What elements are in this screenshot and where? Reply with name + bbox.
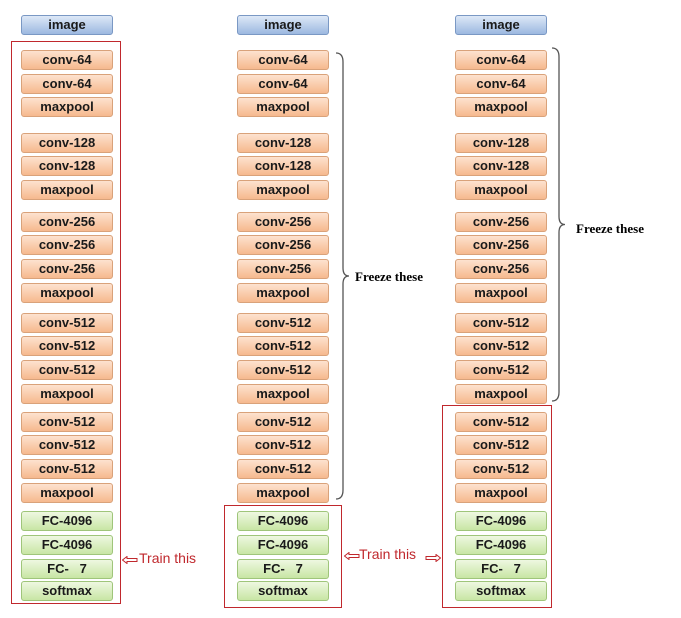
layer-box-conv-512: conv-512 bbox=[21, 412, 113, 432]
layer-box-conv-512: conv-512 bbox=[21, 336, 113, 356]
layer-box-conv-512: conv-512 bbox=[455, 435, 547, 455]
layer-box-conv-256: conv-256 bbox=[237, 259, 329, 279]
layer-box-fc-4096: FC-4096 bbox=[455, 535, 547, 555]
layer-box-conv-256: conv-256 bbox=[237, 235, 329, 255]
layer-box-maxpool: maxpool bbox=[21, 97, 113, 117]
layer-box-conv-64: conv-64 bbox=[455, 74, 547, 94]
train-label-column-2: Train this bbox=[359, 546, 417, 562]
layer-box-fc-4096: FC-4096 bbox=[237, 511, 329, 531]
layer-box-fc: FC- 7 bbox=[455, 559, 547, 579]
freeze-label-column-2: Freeze these bbox=[355, 269, 423, 284]
layer-box-conv-512: conv-512 bbox=[455, 313, 547, 333]
layer-box-conv-64: conv-64 bbox=[21, 74, 113, 94]
layer-box-fc-4096: FC-4096 bbox=[237, 535, 329, 555]
train-label-column-1: Train this bbox=[139, 550, 197, 566]
layer-box-maxpool: maxpool bbox=[455, 483, 547, 503]
column-3: image conv-64 conv-64 maxpool conv-128 conv-1… bbox=[455, 0, 585, 618]
layer-box-conv-256: conv-256 bbox=[237, 212, 329, 232]
layer-box-conv-128: conv-128 bbox=[455, 156, 547, 176]
layer-box-conv-128: conv-128 bbox=[237, 133, 329, 153]
layer-box-conv-512: conv-512 bbox=[237, 412, 329, 432]
freeze-label-column-3: Freeze these bbox=[576, 221, 644, 236]
layer-box-conv-512: conv-512 bbox=[21, 435, 113, 455]
layer-box-conv-512: conv-512 bbox=[455, 459, 547, 479]
layer-box-conv-512: conv-512 bbox=[237, 313, 329, 333]
input-image-box: image bbox=[455, 15, 547, 35]
layer-box-maxpool: maxpool bbox=[237, 180, 329, 200]
layer-box-fc: FC- 7 bbox=[21, 559, 113, 579]
layer-box-conv-512: conv-512 bbox=[455, 412, 547, 432]
layer-box-maxpool: maxpool bbox=[237, 483, 329, 503]
layer-box-conv-512: conv-512 bbox=[21, 313, 113, 333]
layer-box-conv-512: conv-512 bbox=[237, 459, 329, 479]
layer-box-conv-128: conv-128 bbox=[237, 156, 329, 176]
layer-box-conv-256: conv-256 bbox=[455, 235, 547, 255]
layer-box-conv-256: conv-256 bbox=[21, 212, 113, 232]
layer-box-maxpool: maxpool bbox=[455, 384, 547, 404]
column-1: image conv-64 conv-64 maxpool conv-128 conv-1… bbox=[21, 0, 151, 618]
layer-box-conv-512: conv-512 bbox=[237, 435, 329, 455]
layer-box-conv-512: conv-512 bbox=[21, 360, 113, 380]
layer-box-softmax: softmax bbox=[455, 581, 547, 601]
layer-box-conv-128: conv-128 bbox=[455, 133, 547, 153]
layer-box-fc: FC- 7 bbox=[237, 559, 329, 579]
layer-box-maxpool: maxpool bbox=[237, 97, 329, 117]
layer-box-conv-64: conv-64 bbox=[237, 50, 329, 70]
freeze-brace-column-2 bbox=[335, 52, 350, 500]
layer-box-maxpool: maxpool bbox=[21, 384, 113, 404]
train-region-column-1 bbox=[11, 41, 121, 604]
layer-box-conv-512: conv-512 bbox=[455, 360, 547, 380]
layer-box-conv-512: conv-512 bbox=[455, 336, 547, 356]
layer-box-conv-64: conv-64 bbox=[237, 74, 329, 94]
layer-box-maxpool: maxpool bbox=[21, 483, 113, 503]
layer-box-conv-256: conv-256 bbox=[21, 235, 113, 255]
layer-box-conv-512: conv-512 bbox=[237, 336, 329, 356]
layer-box-maxpool: maxpool bbox=[455, 180, 547, 200]
layer-box-maxpool: maxpool bbox=[237, 283, 329, 303]
layer-box-maxpool: maxpool bbox=[21, 180, 113, 200]
input-image-box: image bbox=[237, 15, 329, 35]
layer-box-conv-64: conv-64 bbox=[21, 50, 113, 70]
layer-box-conv-256: conv-256 bbox=[455, 259, 547, 279]
layer-box-conv-128: conv-128 bbox=[21, 133, 113, 153]
freeze-brace-column-3 bbox=[551, 47, 566, 402]
layer-box-conv-256: conv-256 bbox=[455, 212, 547, 232]
train-arrow-left-column-2 bbox=[344, 552, 360, 560]
layer-box-maxpool: maxpool bbox=[455, 97, 547, 117]
layer-box-softmax: softmax bbox=[21, 581, 113, 601]
train-arrow-column-1 bbox=[122, 556, 138, 564]
layer-box-conv-512: conv-512 bbox=[237, 360, 329, 380]
train-region-column-3 bbox=[442, 405, 552, 608]
layer-box-conv-128: conv-128 bbox=[21, 156, 113, 176]
layer-box-fc-4096: FC-4096 bbox=[21, 535, 113, 555]
layer-box-conv-256: conv-256 bbox=[21, 259, 113, 279]
train-region-column-2 bbox=[224, 505, 342, 608]
layer-box-maxpool: maxpool bbox=[455, 283, 547, 303]
layer-box-maxpool: maxpool bbox=[21, 283, 113, 303]
column-2: image conv-64 conv-64 maxpool conv-128 conv-1… bbox=[237, 0, 367, 618]
layer-box-conv-64: conv-64 bbox=[455, 50, 547, 70]
input-image-box: image bbox=[21, 15, 113, 35]
train-arrow-right-column-3 bbox=[425, 554, 441, 562]
layer-box-conv-512: conv-512 bbox=[21, 459, 113, 479]
layer-box-softmax: softmax bbox=[237, 581, 329, 601]
layer-box-fc-4096: FC-4096 bbox=[455, 511, 547, 531]
layer-box-fc-4096: FC-4096 bbox=[21, 511, 113, 531]
layer-box-maxpool: maxpool bbox=[237, 384, 329, 404]
